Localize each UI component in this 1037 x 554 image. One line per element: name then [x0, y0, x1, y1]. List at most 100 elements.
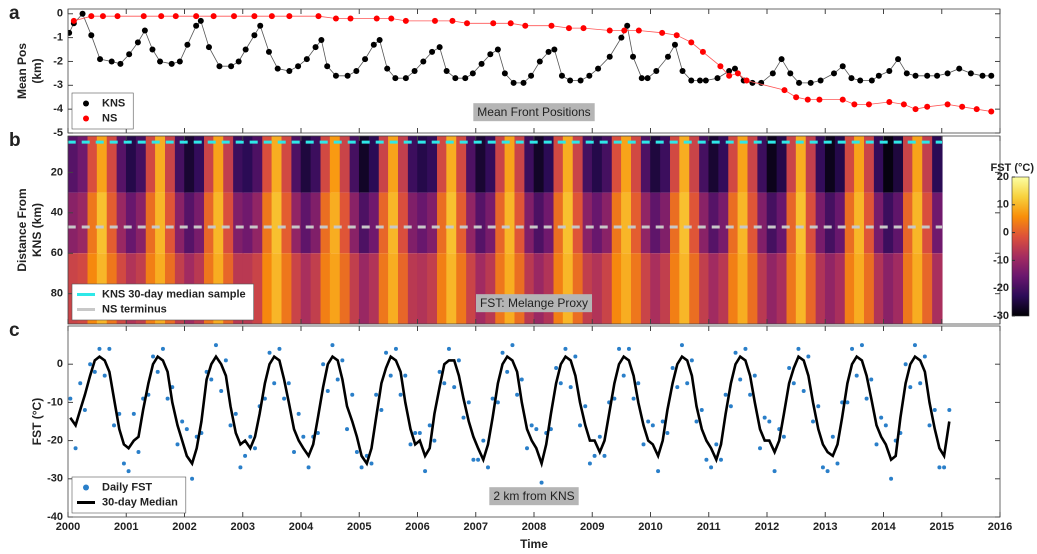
heat-cell: [96, 136, 108, 193]
heat-cell: [329, 136, 341, 193]
heat-cell: [660, 253, 671, 324]
heat-cell: [572, 192, 584, 254]
panel: -5 -4 -3 -2 -1 0 Mean Pos (km) a Mean Front Posit…: [9, 3, 1001, 139]
y-axis-label: Distance From: [15, 188, 29, 271]
data-point: [587, 461, 592, 466]
heat-cell: [349, 136, 361, 193]
data-point: [315, 430, 320, 435]
x-tick-label: 2002: [172, 521, 196, 533]
data-point: [697, 77, 704, 84]
colorbar: [1011, 176, 1030, 317]
data-point: [376, 37, 383, 43]
heat-cell: [824, 253, 836, 324]
data-point: [92, 369, 97, 374]
heat-cell: [621, 136, 632, 193]
data-point: [988, 72, 995, 79]
data-point: [641, 442, 646, 447]
heat-cell: [601, 136, 613, 193]
data-point: [670, 366, 675, 371]
data-point: [583, 404, 588, 409]
data-point: [665, 430, 670, 435]
data-point: [688, 39, 695, 46]
data-point: [699, 408, 704, 413]
annotation-box: [473, 103, 595, 122]
heat-cell: [747, 192, 758, 254]
data-point: [717, 63, 724, 70]
data-point: [835, 461, 840, 466]
heat-cell: [737, 136, 748, 193]
annotation-text: 2 km from KNS: [493, 489, 574, 503]
data-point: [912, 106, 919, 113]
data-point: [699, 48, 706, 55]
data-point: [507, 20, 514, 27]
data-point: [88, 362, 93, 367]
data-point: [624, 22, 631, 29]
heat-cell: [863, 136, 875, 193]
data-point: [650, 423, 655, 428]
data-point: [501, 70, 508, 77]
data-point: [689, 358, 694, 363]
data-point: [830, 434, 835, 439]
heat-cell: [135, 192, 147, 254]
data-point: [656, 469, 661, 474]
heat-cell: [145, 136, 157, 193]
data-point: [626, 346, 631, 351]
data-point: [671, 41, 678, 48]
data-point: [638, 75, 645, 82]
data-point: [398, 392, 403, 397]
data-point: [781, 434, 786, 439]
heat-cell: [689, 253, 700, 324]
data-point: [830, 70, 837, 77]
heat-cell: [475, 192, 486, 254]
heat-cell: [388, 253, 399, 324]
heat-cell: [77, 192, 89, 254]
data-point: [967, 70, 974, 77]
data-point: [793, 94, 800, 101]
data-point: [277, 346, 282, 351]
heat-cell: [562, 136, 574, 193]
data-point: [796, 346, 801, 351]
data-point: [151, 354, 156, 359]
heat-cell: [650, 136, 661, 193]
heat-cell: [922, 253, 933, 324]
data-point: [190, 476, 195, 481]
heat-cell: [553, 253, 564, 324]
data-point: [117, 411, 122, 416]
data-point: [769, 70, 776, 77]
x-tick-label: 2012: [755, 521, 779, 533]
data-point: [781, 87, 788, 94]
heat-cell: [116, 136, 128, 193]
heat-cell: [679, 192, 690, 254]
heat-cell: [601, 192, 613, 254]
data-point: [519, 377, 524, 382]
heat-cell: [155, 136, 166, 193]
data-point: [956, 65, 963, 72]
heat-cell: [922, 136, 933, 193]
data-point: [292, 450, 297, 455]
heat-cell: [815, 192, 827, 254]
heat-cell: [281, 192, 292, 254]
heat-cell: [533, 136, 545, 193]
x-tick-label: 2009: [580, 521, 604, 533]
heat-cell: [621, 192, 632, 254]
data-point: [694, 419, 699, 424]
data-point: [443, 68, 450, 74]
heat-cell: [708, 253, 719, 324]
heat-cell: [640, 192, 652, 254]
data-point: [402, 75, 409, 82]
data-point: [536, 58, 543, 65]
heat-cell: [514, 253, 525, 324]
data-point: [131, 411, 136, 416]
heat-cell: [339, 136, 351, 193]
data-point: [487, 51, 494, 58]
heat-cell: [795, 136, 807, 193]
data-point: [197, 17, 204, 24]
data-point: [787, 366, 792, 371]
heat-cell: [805, 253, 817, 324]
heat-cell: [407, 192, 419, 254]
heat-cell: [368, 253, 380, 324]
plot-area: [68, 10, 995, 115]
data-point: [209, 377, 214, 382]
data-point: [452, 75, 459, 82]
data-point: [267, 350, 272, 355]
